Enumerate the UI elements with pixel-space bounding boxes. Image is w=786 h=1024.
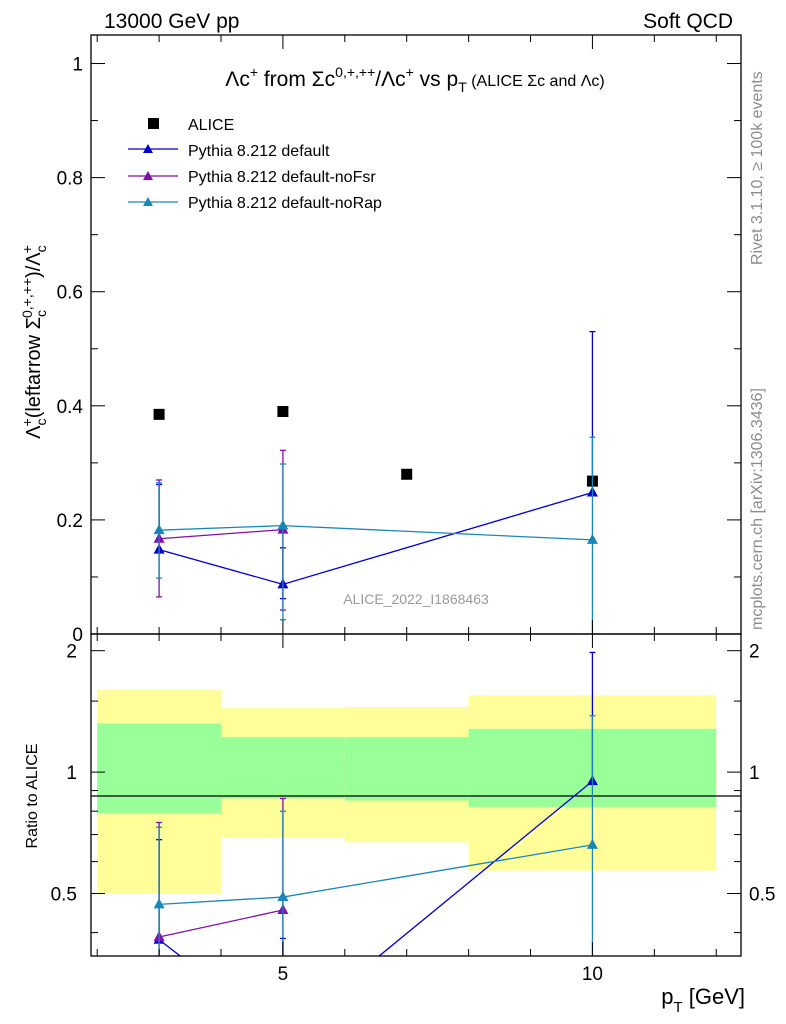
- ratio-y-axis-label: Ratio to ALICE: [24, 744, 41, 849]
- x-axis-label: pT [GeV]: [661, 984, 745, 1016]
- rivet-label: Rivet 3.1.10, ≥ 100k events: [749, 71, 766, 265]
- uncertainty-band-inner: [344, 737, 469, 801]
- series-line: [158, 491, 593, 586]
- legend-label-nofsr: Pythia 8.212 default-noFsr: [188, 169, 376, 186]
- ratio-y-tick-label: 1: [66, 763, 77, 784]
- ratio-series-group: [153, 651, 598, 956]
- legend-marker-alice: [148, 118, 159, 129]
- legend-label-alice: ALICE: [188, 117, 234, 134]
- main-y-tick-label: 0.4: [57, 397, 84, 418]
- ratio-data-point: [153, 898, 165, 909]
- legend-label-norap: Pythia 8.212 default-noRap: [188, 195, 382, 212]
- x-tick-label: 5: [278, 964, 289, 985]
- data-point: [153, 408, 165, 420]
- ratio-y-tick-label-right: 1: [749, 763, 760, 784]
- series-0: [153, 406, 598, 487]
- analysis-watermark: ALICE_2022_I1868463: [343, 591, 489, 607]
- data-point: [277, 406, 289, 418]
- plot-title: Λc+ from Σc0,+,++/Λc+ vs pT (ALICE Σc an…: [225, 64, 604, 95]
- x-tick-label: 10: [582, 964, 603, 985]
- series-line: [159, 528, 283, 540]
- legend-label-default: Pythia 8.212 default: [188, 143, 330, 160]
- main-y-tick-label: 0.6: [57, 283, 83, 304]
- category-label: Soft QCD: [643, 10, 733, 33]
- main-y-tick-label: 0: [72, 625, 83, 646]
- ratio-y-tick-label-right: 0.5: [749, 885, 775, 906]
- series-3: [153, 436, 598, 634]
- main-y-tick-label: 0.2: [57, 511, 83, 532]
- data-point: [586, 533, 598, 544]
- mcplots-label: mcplots.cern.ch [arXiv:1306.3436]: [749, 388, 766, 630]
- data-point: [153, 524, 165, 535]
- ratio-data-point: [586, 838, 598, 849]
- ratio-y-tick-label: 2: [66, 642, 77, 663]
- ratio-series-line: [158, 909, 284, 938]
- data-point: [401, 468, 413, 480]
- main-panel: 0 0.2 0.4 0.6 0.8 1 Λc+ from Σc0,+,++/Λc+ vs …: [19, 34, 742, 646]
- legend: ALICE Pythia 8.212 default Pythia 8.212 …: [128, 117, 382, 212]
- main-y-tick-label: 0.8: [57, 169, 83, 190]
- ratio-series-2: [153, 715, 598, 956]
- legend-marker-nofsr: [143, 171, 153, 180]
- collision-label: 13000 GeV pp: [104, 10, 239, 33]
- ratio-y-tick-label: 0.5: [51, 885, 77, 906]
- series-line: [159, 524, 593, 541]
- ratio-series-line: [158, 780, 593, 956]
- ratio-y-tick-label-right: 2: [749, 642, 760, 663]
- ratio-data-point: [277, 891, 289, 902]
- uncertainty-band-inner: [97, 723, 221, 814]
- uncertainty-band-inner: [221, 737, 345, 799]
- main-y-axis-label: Λc+(leftarrow Σc0,+,++)/Λc+: [19, 245, 49, 439]
- ratio-panel: 0.5 0.5 1 1 2 2 5 10 Ratio to ALICE pT [GeV]: [24, 633, 775, 1016]
- legend-marker-norap: [143, 197, 153, 206]
- data-point: [277, 519, 289, 530]
- legend-marker-default: [143, 144, 153, 153]
- main-y-tick-label: 1: [72, 55, 83, 76]
- series-1: [153, 330, 598, 600]
- ratio-plot-frame: [90, 633, 742, 957]
